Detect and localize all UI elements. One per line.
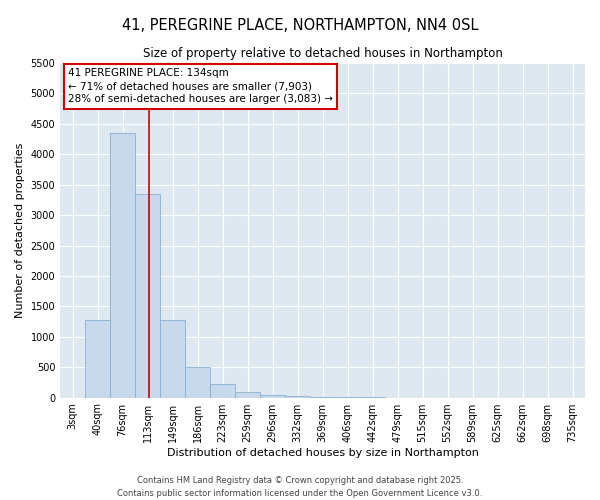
Bar <box>285 396 310 398</box>
Text: 41, PEREGRINE PLACE, NORTHAMPTON, NN4 0SL: 41, PEREGRINE PLACE, NORTHAMPTON, NN4 0S… <box>122 18 478 32</box>
Bar <box>135 194 160 398</box>
Text: Contains HM Land Registry data © Crown copyright and database right 2025.
Contai: Contains HM Land Registry data © Crown c… <box>118 476 482 498</box>
Bar <box>210 384 235 398</box>
X-axis label: Distribution of detached houses by size in Northampton: Distribution of detached houses by size … <box>167 448 479 458</box>
Bar <box>160 320 185 398</box>
Bar <box>110 133 135 398</box>
Title: Size of property relative to detached houses in Northampton: Size of property relative to detached ho… <box>143 48 503 60</box>
Bar <box>260 395 285 398</box>
Bar <box>235 392 260 398</box>
Bar <box>185 367 210 398</box>
Text: 41 PEREGRINE PLACE: 134sqm
← 71% of detached houses are smaller (7,903)
28% of s: 41 PEREGRINE PLACE: 134sqm ← 71% of deta… <box>68 68 333 104</box>
Y-axis label: Number of detached properties: Number of detached properties <box>15 142 25 318</box>
Bar <box>85 320 110 398</box>
